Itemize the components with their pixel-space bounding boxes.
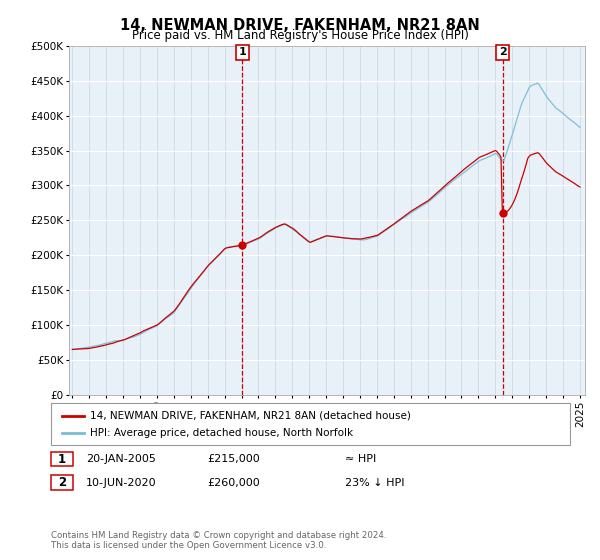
Text: 2: 2 xyxy=(499,47,506,57)
Text: 1: 1 xyxy=(58,452,66,466)
Text: HPI: Average price, detached house, North Norfolk: HPI: Average price, detached house, Nort… xyxy=(90,428,353,438)
Text: ≈ HPI: ≈ HPI xyxy=(345,454,376,464)
Text: 1: 1 xyxy=(239,47,246,57)
Text: £260,000: £260,000 xyxy=(207,478,260,488)
Text: 10-JUN-2020: 10-JUN-2020 xyxy=(86,478,157,488)
Text: £215,000: £215,000 xyxy=(207,454,260,464)
Text: 2: 2 xyxy=(58,476,66,489)
Text: 23% ↓ HPI: 23% ↓ HPI xyxy=(345,478,404,488)
Text: 14, NEWMAN DRIVE, FAKENHAM, NR21 8AN (detached house): 14, NEWMAN DRIVE, FAKENHAM, NR21 8AN (de… xyxy=(90,411,411,421)
Text: 14, NEWMAN DRIVE, FAKENHAM, NR21 8AN: 14, NEWMAN DRIVE, FAKENHAM, NR21 8AN xyxy=(120,18,480,33)
Text: Price paid vs. HM Land Registry's House Price Index (HPI): Price paid vs. HM Land Registry's House … xyxy=(131,29,469,42)
Text: Contains HM Land Registry data © Crown copyright and database right 2024.
This d: Contains HM Land Registry data © Crown c… xyxy=(51,530,386,550)
Text: 20-JAN-2005: 20-JAN-2005 xyxy=(86,454,155,464)
